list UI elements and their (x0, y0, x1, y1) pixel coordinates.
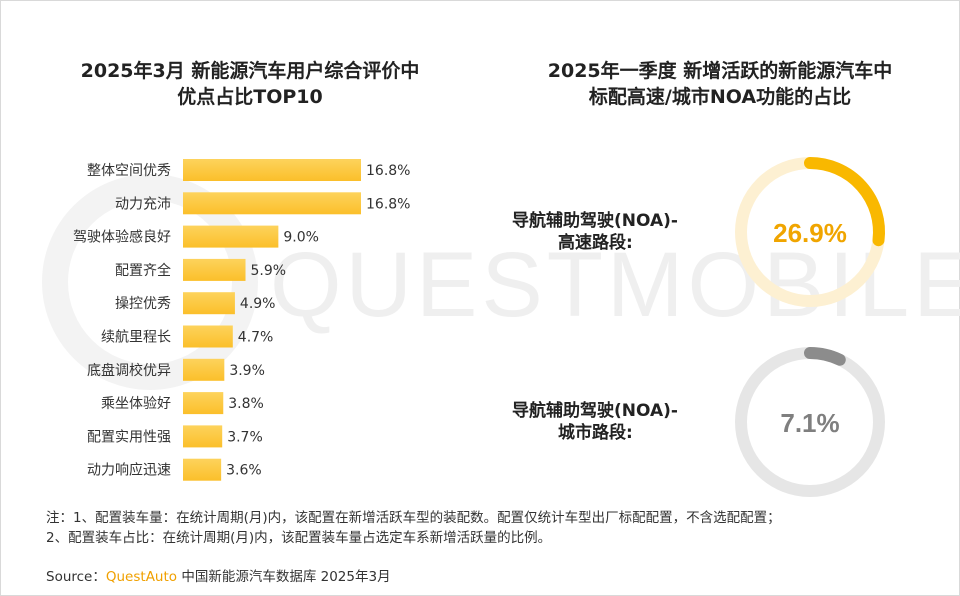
bar-category-label: 驾驶体验感良好 (73, 229, 171, 246)
watermark-logo-ring (42, 174, 258, 390)
noa-highway-label-line1: 导航辅助驾驶(NOA)- (512, 211, 678, 231)
source-line: Source：QuestAuto 中国新能源汽车数据库 2025年3月 (46, 565, 391, 585)
bar-category-label: 动力响应迅速 (87, 462, 171, 479)
left-chart-title: 2025年3月 新能源汽车用户综合评价中 优点占比TOP10 (40, 58, 460, 110)
bar (183, 292, 235, 315)
noa-highway-label-line2: 高速路段: (558, 233, 633, 253)
noa-city-label: 导航辅助驾驶(NOA)- 城市路段: (512, 400, 678, 444)
bar-category-label: 配置齐全 (115, 262, 171, 279)
bar (183, 159, 361, 181)
bar-value-label: 4.7% (238, 330, 274, 346)
bar (183, 392, 224, 415)
left-chart-title-line2: 优点占比TOP10 (177, 86, 323, 108)
bar-value-label: 3.8% (228, 396, 264, 412)
bar-value-label: 3.6% (226, 463, 262, 479)
noa-city-label-line1: 导航辅助驾驶(NOA)- (512, 401, 678, 421)
bar-value-label: 16.8% (366, 196, 410, 212)
bar-category-label: 动力充沛 (115, 196, 171, 212)
bar-value-label: 5.9% (251, 263, 287, 279)
left-chart-title-line1: 2025年3月 新能源汽车用户综合评价中 (80, 60, 420, 82)
bar-value-label: 4.9% (240, 296, 276, 312)
donut-value-label: 26.9% (773, 218, 847, 248)
bar (183, 458, 222, 481)
footnote-line2: 2、配置装车占比：在统计周期(月)内，该配置装车量占选定车系新增活跃量的比例。 (46, 530, 552, 546)
bar-group: 整体空间优秀 16.8% 动力充沛 16.8% 驾驶体验感良好 9.0% 配置齐全 5.9% 操… (73, 159, 410, 481)
bar-category-label: 续航里程长 (101, 329, 171, 346)
bar-category-label: 乘坐体验好 (101, 396, 171, 412)
bar (183, 325, 233, 348)
bar (183, 225, 279, 248)
bar-category-label: 配置实用性强 (87, 429, 171, 445)
donut-arc (804, 157, 885, 247)
bar-category-label: 整体空间优秀 (87, 163, 171, 179)
source-prefix: Source： (46, 569, 106, 585)
noa-city-label-line2: 城市路段: (558, 423, 633, 443)
right-chart-title: 2025年一季度 新增活跃的新能源汽车中 标配高速/城市NOA功能的占比 (500, 58, 940, 110)
source-suffix: 中国新能源汽车数据库 2025年3月 (177, 569, 391, 585)
bar (183, 258, 246, 281)
bar-category-label: 操控优秀 (115, 296, 171, 312)
donut-arc (804, 347, 846, 366)
bar (183, 425, 223, 448)
bar-category-label: 底盘调校优异 (87, 362, 171, 379)
bar-value-label: 16.8% (366, 163, 410, 179)
right-chart-title-line1: 2025年一季度 新增活跃的新能源汽车中 (547, 60, 893, 82)
bar-value-label: 3.7% (227, 429, 263, 445)
bar (183, 358, 225, 381)
donut-group: 26.9% 7.1% (735, 157, 885, 497)
bar-chart: 整体空间优秀 16.8% 动力充沛 16.8% 驾驶体验感良好 9.0% 配置齐全 5.9% 操… (73, 159, 410, 481)
source-brand: QuestAuto (105, 569, 178, 585)
bar (183, 192, 361, 215)
donut-value-label: 7.1% (780, 408, 839, 438)
bar-value-label: 9.0% (283, 230, 319, 246)
right-chart-title-line2: 标配高速/城市NOA功能的占比 (588, 86, 852, 108)
footnote-line1: 注：1、配置装车量：在统计周期(月)内，该配置在新增活跃车型的装配数。配置仅统计… (46, 510, 781, 526)
bar-value-label: 3.9% (229, 363, 265, 379)
noa-highway-label: 导航辅助驾驶(NOA)- 高速路段: (512, 210, 678, 254)
